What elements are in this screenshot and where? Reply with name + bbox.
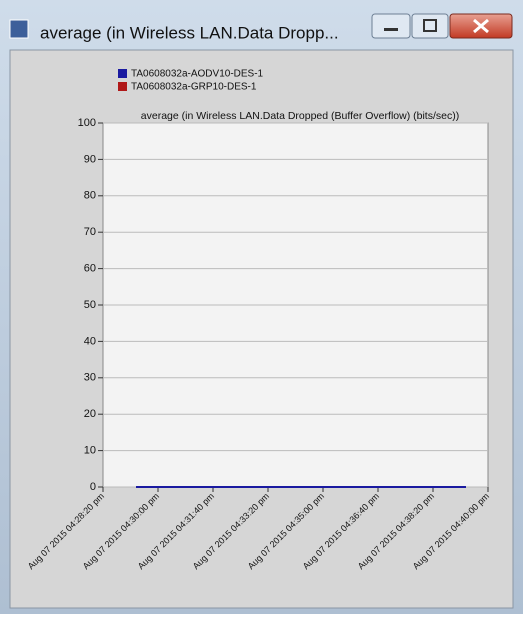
y-tick-label: 10 — [84, 445, 96, 457]
y-tick-label: 20 — [84, 408, 96, 420]
minimize-icon — [384, 28, 398, 31]
y-tick-label: 60 — [84, 263, 96, 275]
window-icon — [9, 19, 29, 39]
y-tick-label: 90 — [84, 153, 96, 165]
legend-label: TA0608032a-AODV10-DES-1 — [131, 69, 264, 80]
legend-swatch — [118, 69, 127, 78]
legend-swatch — [118, 82, 127, 91]
y-tick-label: 70 — [84, 226, 96, 238]
minimize-button[interactable] — [371, 13, 411, 39]
maximize-icon — [423, 19, 437, 32]
y-tick-label: 100 — [78, 117, 96, 129]
y-tick-label: 30 — [84, 372, 96, 384]
maximize-button[interactable] — [411, 13, 449, 39]
y-tick-label: 0 — [90, 481, 96, 493]
window-title: average (in Wireless LAN.Data Dropp... — [40, 23, 339, 42]
close-icon — [473, 18, 489, 34]
y-tick-label: 40 — [84, 335, 96, 347]
y-tick-label: 80 — [84, 190, 96, 202]
y-tick-label: 50 — [84, 299, 96, 311]
legend-label: TA0608032a-GRP10-DES-1 — [131, 82, 257, 93]
y-axis-label: average (in Wireless LAN.Data Dropped (B… — [141, 110, 459, 122]
